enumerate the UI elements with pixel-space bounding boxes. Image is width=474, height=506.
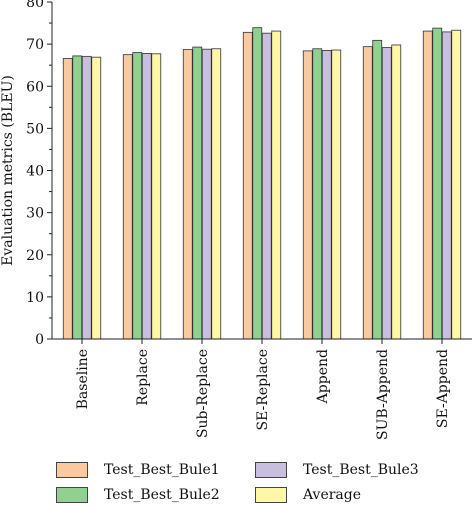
legend-swatch-series-3 xyxy=(255,462,287,478)
bar-append-series-1 xyxy=(302,50,313,340)
y-tick-label: 60 xyxy=(26,79,44,95)
legend-swatch-series-1 xyxy=(56,462,88,478)
x-tick-label: Baseline xyxy=(75,349,91,409)
y-tick-label: 20 xyxy=(26,248,44,264)
legend-label-series-4: Average xyxy=(303,487,362,503)
y-tick-label: 40 xyxy=(26,164,44,180)
bar-chart: 0 10 20 30 40 50 60 70 80 Baseline Replace Sub-Rep… xyxy=(0,0,472,440)
y-tick-label: 70 xyxy=(26,37,44,53)
bar-se-append-series-3 xyxy=(441,31,452,340)
y-tick-label: 0 xyxy=(35,332,44,348)
y-tick-label: 50 xyxy=(26,121,44,137)
bar-sub-append-series-4 xyxy=(391,44,402,340)
x-tick-label: Append xyxy=(315,349,331,404)
bar-sub-append-series-3 xyxy=(381,47,392,340)
y-tick-label: 10 xyxy=(26,290,44,306)
legend-item-series-1: Test_Best_Bule1 xyxy=(56,459,220,481)
legend-swatch-series-4 xyxy=(255,487,287,503)
bar-append-series-4 xyxy=(331,49,342,340)
bar-replace-series-4 xyxy=(151,53,162,340)
bar-baseline-series-4 xyxy=(91,56,102,340)
x-tick-label: SE-Replace xyxy=(255,349,271,431)
x-tick-label: SUB-Append xyxy=(375,349,391,440)
bar-baseline-series-1 xyxy=(62,58,73,340)
legend-item-series-4: Average xyxy=(255,484,361,506)
bar-sub-append-series-2 xyxy=(372,39,383,340)
bar-replace-series-2 xyxy=(132,52,143,340)
bar-append-series-2 xyxy=(312,48,323,340)
bars xyxy=(62,27,462,340)
bar-sub-replace-series-4 xyxy=(211,48,222,340)
bar-se-append-series-2 xyxy=(432,27,443,340)
x-tick-label: SE-Append xyxy=(435,349,451,428)
bar-se-append-series-1 xyxy=(422,30,433,340)
bar-se-replace-series-2 xyxy=(252,27,263,340)
bar-append-series-3 xyxy=(321,50,332,340)
legend-item-series-2: Test_Best_Bule2 xyxy=(56,484,220,506)
x-tick-label: Sub-Replace xyxy=(195,349,211,438)
legend-swatch-series-2 xyxy=(56,487,88,503)
y-tick-label: 80 xyxy=(26,0,44,11)
bar-replace-series-3 xyxy=(141,52,152,340)
bar-baseline-series-3 xyxy=(81,55,92,340)
bar-se-replace-series-1 xyxy=(242,31,253,340)
legend-item-series-3: Test_Best_Bule3 xyxy=(255,459,419,481)
bar-baseline-series-2 xyxy=(72,55,83,340)
y-axis: 0 10 20 30 40 50 60 70 80 xyxy=(26,0,53,348)
x-tick-label: Replace xyxy=(135,349,151,406)
legend: Test_Best_Bule1 Test_Best_Bule3 Test_Bes… xyxy=(0,452,474,506)
legend-label-series-3: Test_Best_Bule3 xyxy=(303,462,419,478)
bar-sub-replace-series-3 xyxy=(201,48,212,340)
y-tick-label: 30 xyxy=(26,206,44,222)
legend-label-series-1: Test_Best_Bule1 xyxy=(104,462,220,478)
bar-sub-replace-series-2 xyxy=(192,46,203,340)
y-axis-title: Evaluation metrics (BLEU) xyxy=(0,75,16,266)
bar-se-append-series-4 xyxy=(451,29,462,340)
bar-se-replace-series-4 xyxy=(271,30,282,340)
legend-label-series-2: Test_Best_Bule2 xyxy=(104,487,220,503)
x-axis: Baseline Replace Sub-Replace SE-Replace Appe… xyxy=(52,338,472,440)
bar-se-replace-series-3 xyxy=(261,32,272,340)
bar-sub-replace-series-1 xyxy=(182,49,193,340)
bar-replace-series-1 xyxy=(122,54,133,340)
bar-sub-append-series-1 xyxy=(362,46,373,340)
